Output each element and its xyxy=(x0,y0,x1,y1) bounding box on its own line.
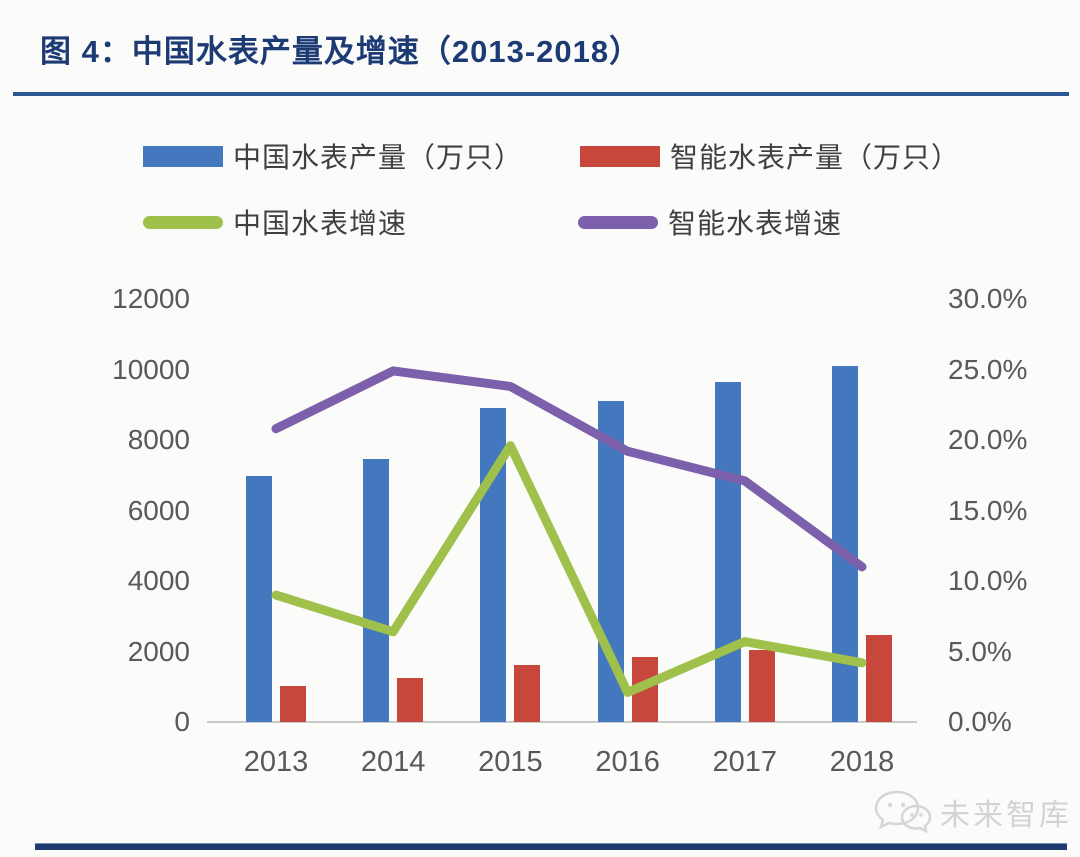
watermark-text: 未来智库 xyxy=(940,799,1072,832)
right-axis-tick-25.0%: 25.0% xyxy=(948,353,1028,385)
x-axis-label-2013: 2013 xyxy=(243,746,309,778)
x-axis-line xyxy=(207,721,917,723)
legend-swatch-china-meter-production xyxy=(143,145,223,167)
bar-china-meter-production-2016 xyxy=(597,401,624,722)
page-title: 图 4：中国水表产量及增速（2013-2018） xyxy=(40,34,642,69)
title-rule xyxy=(13,92,1069,96)
right-axis-tick-20.0%: 20.0% xyxy=(948,424,1028,455)
left-axis-tick-4000: 4000 xyxy=(127,565,190,596)
bar-china-meter-production-2017 xyxy=(714,381,741,722)
x-axis-label-2014: 2014 xyxy=(360,746,426,778)
bar-smart-meter-production-2015 xyxy=(514,664,541,722)
left-axis-tick-12000: 12000 xyxy=(112,283,190,314)
left-axis-tick-6000: 6000 xyxy=(127,494,190,526)
legend-swatch-smart-meter-growth xyxy=(578,215,658,229)
legend-label: 智能水表增速 xyxy=(668,208,843,239)
legend-item-china-meter-production: 中国水表产量（万只） xyxy=(143,139,523,173)
left-axis-tick-0: 0 xyxy=(174,706,190,737)
watermark: 未来智库 xyxy=(872,788,1072,836)
legend-item-china-meter-growth: 中国水表增速 xyxy=(143,205,407,239)
legend-swatch-smart-meter-production xyxy=(580,145,660,167)
x-axis-label-2015: 2015 xyxy=(478,746,543,778)
right-axis-tick-15.0%: 15.0% xyxy=(948,494,1028,526)
left-axis-tick-10000: 10000 xyxy=(112,353,190,385)
legend-label: 中国水表增速 xyxy=(233,208,408,239)
legend-label: 中国水表产量（万只） xyxy=(233,142,524,173)
bar-smart-meter-production-2016 xyxy=(631,656,658,722)
legend-label: 智能水表产量（万只） xyxy=(670,142,961,173)
bar-china-meter-production-2018 xyxy=(832,365,858,722)
bar-china-meter-production-2014 xyxy=(363,459,390,722)
left-axis-tick-2000: 2000 xyxy=(127,635,190,667)
bar-smart-meter-production-2014 xyxy=(397,677,424,722)
bar-smart-meter-production-2017 xyxy=(748,649,775,722)
legend-swatch-china-meter-growth xyxy=(143,215,223,229)
bar-smart-meter-production-2013 xyxy=(280,685,306,722)
bar-china-meter-production-2015 xyxy=(480,408,507,722)
right-axis-tick-0.0%: 0.0% xyxy=(948,706,1012,737)
footer-rule xyxy=(35,843,1067,850)
left-axis-tick-8000: 8000 xyxy=(127,424,190,455)
x-axis-label-2017: 2017 xyxy=(712,746,778,778)
right-axis-tick-30.0%: 30.0% xyxy=(948,283,1028,314)
x-axis-label-2018: 2018 xyxy=(829,746,895,778)
x-axis-label-2016: 2016 xyxy=(595,746,660,778)
legend-item-smart-meter-production: 智能水表产量（万只） xyxy=(580,139,960,173)
bar-china-meter-production-2013 xyxy=(246,475,272,722)
wechat-bubbles-icon xyxy=(874,790,932,834)
right-axis-tick-10.0%: 10.0% xyxy=(948,565,1028,596)
legend-item-smart-meter-growth: 智能水表增速 xyxy=(578,205,842,239)
right-axis-tick-5.0%: 5.0% xyxy=(948,635,1012,667)
bar-smart-meter-production-2018 xyxy=(866,634,892,722)
